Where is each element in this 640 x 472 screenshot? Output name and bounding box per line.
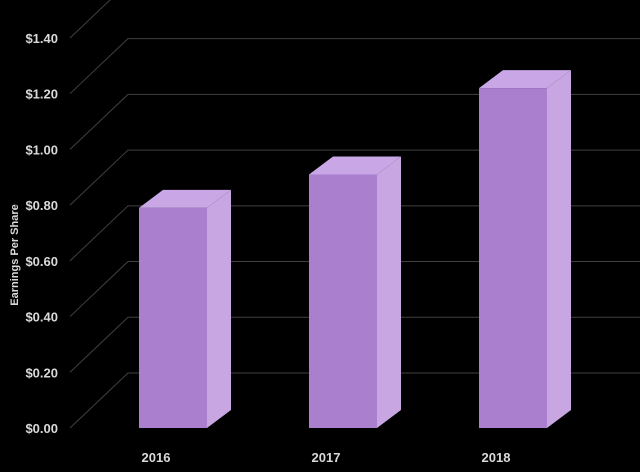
bar-side (547, 70, 571, 428)
y-tick-label: $0.60 (25, 254, 58, 269)
gridline (69, 149, 640, 206)
y-tick-label: $1.00 (25, 142, 58, 157)
y-tick-label: $0.20 (25, 365, 58, 380)
y-tick-label: $1.40 (25, 31, 58, 46)
y-tick-label: $0.80 (25, 198, 58, 213)
bar-front (479, 88, 547, 428)
bar-top (139, 189, 231, 208)
bar-2018 (479, 70, 571, 428)
y-tick-label: $1.20 (25, 87, 58, 102)
bar-front (309, 174, 377, 428)
x-category-label: 2018 (482, 450, 511, 465)
x-axis-categories: 2016 2017 2018 (142, 450, 511, 465)
bar-side (207, 189, 231, 428)
bar-top (479, 70, 571, 89)
y-tick-label: $0.00 (25, 421, 58, 436)
bar-top (309, 156, 401, 175)
bar-2017 (309, 156, 401, 428)
gridline (69, 93, 640, 150)
y-axis-label: Earnings Per Share (9, 204, 21, 306)
bar-front (139, 207, 207, 428)
bars (139, 70, 571, 428)
gridline (69, 261, 640, 317)
bar-side (377, 156, 401, 428)
gridline (69, 0, 111, 39)
gridline (69, 38, 640, 95)
gridline (69, 205, 640, 262)
x-category-label: 2016 (142, 450, 171, 465)
gridline (69, 316, 640, 373)
gridline (69, 372, 640, 429)
y-axis-ticks: $0.00 $0.20 $0.40 $0.60 $0.80 $1.00 $1.20 $1.40 (25, 31, 58, 436)
x-category-label: 2017 (312, 450, 341, 465)
bar-2016 (139, 189, 231, 428)
y-tick-label: $0.40 (25, 310, 58, 325)
gridlines (69, 0, 640, 429)
